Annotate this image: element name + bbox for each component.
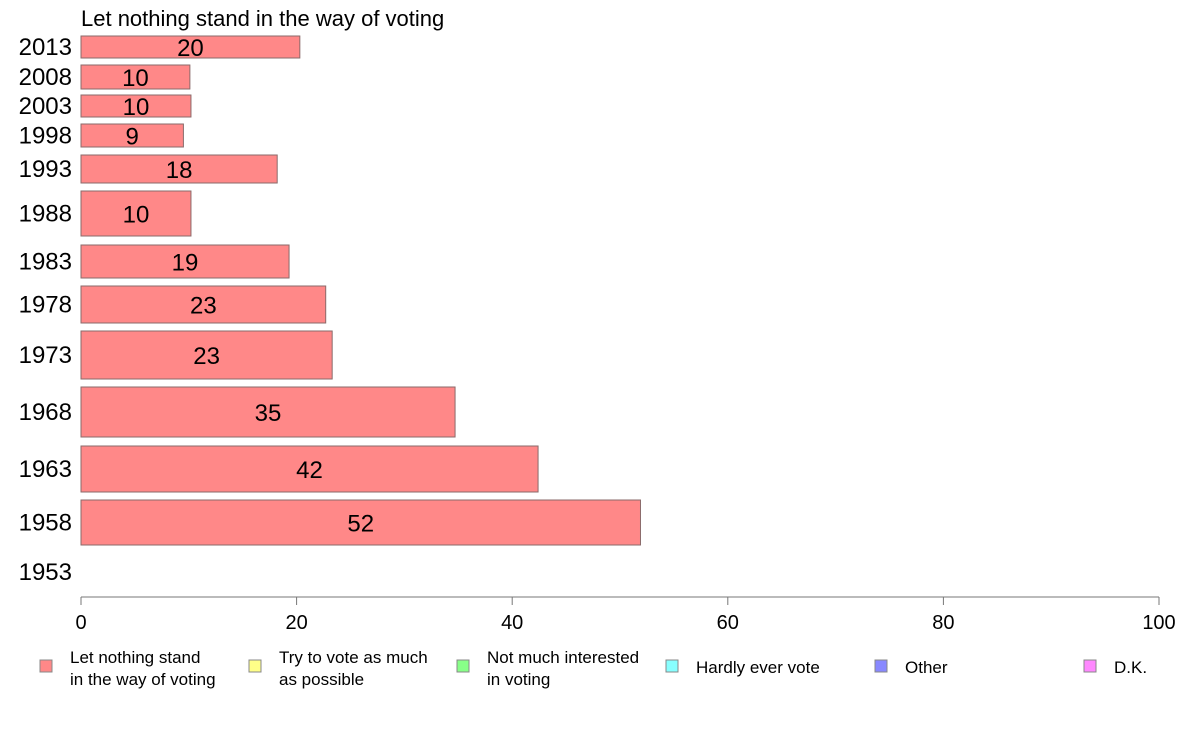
legend-swatch (456, 659, 470, 673)
category-label: 2003 (19, 93, 72, 120)
category-label: 1978 (19, 292, 72, 319)
legend-label: in the way of voting (70, 670, 216, 689)
category-label: 1973 (19, 342, 72, 369)
legend: Let nothing stand in the way of voting Try… (39, 648, 1147, 689)
bars (80, 35, 641, 546)
bar-value-label: 20 (177, 35, 204, 62)
category-label: 1963 (19, 456, 72, 483)
bar-value-label: 35 (255, 400, 282, 427)
category-label: 2008 (19, 64, 72, 91)
bar (80, 35, 301, 59)
bar-value-label: 23 (190, 293, 217, 320)
legend-label: Other (905, 658, 948, 677)
x-tick-label: 0 (75, 612, 86, 634)
bar (80, 445, 539, 493)
legend-swatch (665, 659, 679, 673)
bar (80, 330, 333, 380)
x-tick-label: 100 (1142, 612, 1175, 634)
legend-label: D.K. (1114, 658, 1147, 677)
bar (80, 190, 192, 237)
chart-title: Let nothing stand in the way of voting (81, 6, 444, 31)
bar (80, 64, 191, 90)
category-label: 1983 (19, 249, 72, 276)
bar-value-label: 23 (193, 343, 220, 370)
legend-label: Not much interested (487, 648, 639, 667)
legend-label: Try to vote as much (279, 648, 428, 667)
bar (80, 386, 456, 438)
bar (80, 244, 290, 279)
legend-swatch (39, 659, 53, 673)
category-label: 2013 (19, 34, 72, 61)
x-tick-label: 60 (717, 612, 739, 634)
category-label: 1988 (19, 201, 72, 228)
bar-value-label: 52 (347, 511, 374, 538)
bar (80, 94, 192, 118)
legend-swatch (1083, 659, 1097, 673)
bar-value-label: 10 (122, 65, 149, 92)
legend-swatch (874, 659, 888, 673)
category-label: 1953 (19, 559, 72, 586)
x-axis: 0 20 40 60 80 100 (75, 596, 1176, 634)
legend-label: in voting (487, 670, 550, 689)
bar (80, 285, 327, 324)
x-tick-label: 80 (932, 612, 954, 634)
category-label: 1968 (19, 399, 72, 426)
bar-value-label: 18 (166, 157, 193, 184)
bar (80, 499, 641, 546)
bar-value-label: 19 (172, 250, 199, 277)
category-label: 1993 (19, 156, 72, 183)
bar-value-label: 10 (123, 202, 150, 229)
category-label: 1958 (19, 510, 72, 537)
bar-value-label: 42 (296, 457, 323, 484)
category-label: 1998 (19, 123, 72, 150)
legend-label: as possible (279, 670, 364, 689)
x-tick-label: 20 (285, 612, 307, 634)
bar-value-label: 9 (126, 124, 139, 151)
legend-label: Hardly ever vote (696, 658, 820, 677)
legend-swatch (248, 659, 262, 673)
x-tick-label: 40 (501, 612, 523, 634)
bar (80, 123, 184, 148)
bar-value-label: 10 (123, 94, 150, 121)
bar (80, 154, 278, 184)
legend-label: Let nothing stand (70, 648, 200, 667)
